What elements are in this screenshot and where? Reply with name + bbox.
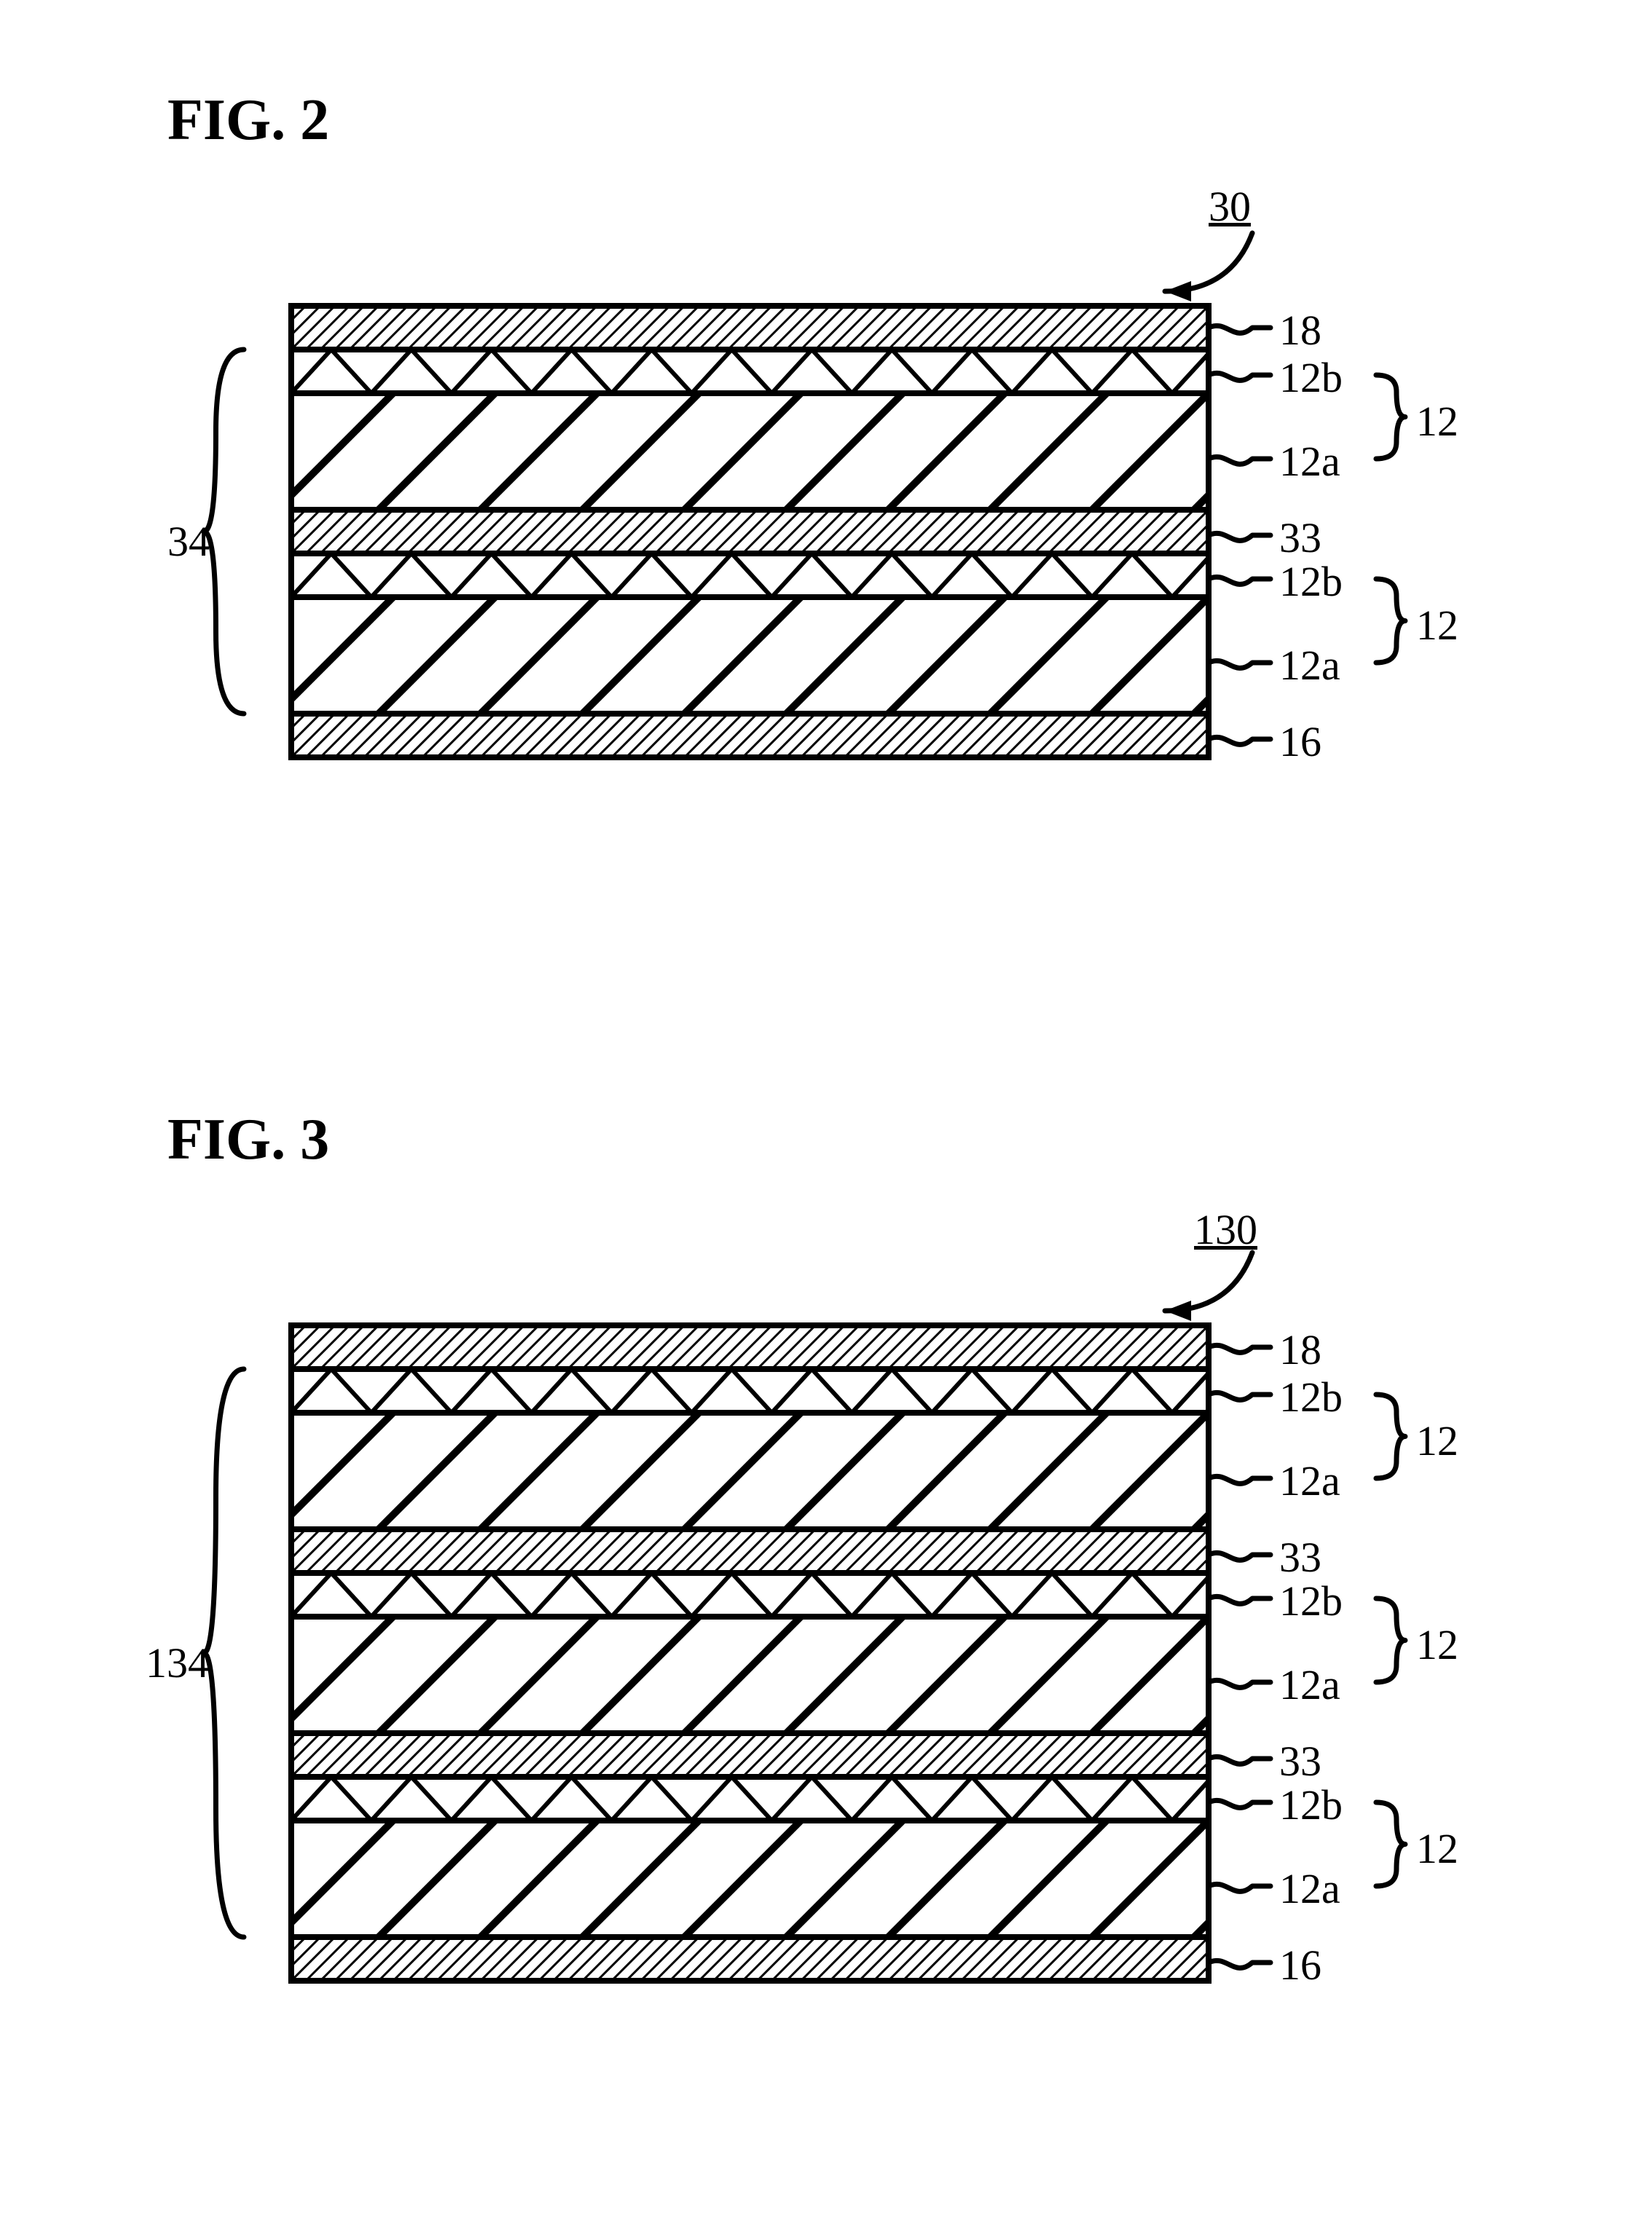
figure-title: FIG. 3: [167, 1107, 329, 1173]
layer-label: 16: [1279, 1941, 1321, 1990]
left-group-label: 34: [167, 517, 210, 566]
layer-label: 18: [1279, 1325, 1321, 1374]
structure-id-label: 130: [1194, 1205, 1257, 1254]
layer-label: 12a: [1279, 437, 1340, 486]
layer-label: 12b: [1279, 1781, 1343, 1829]
layer-label: 12b: [1279, 353, 1343, 402]
layer-label: 12a: [1279, 641, 1340, 690]
group-label: 12: [1416, 1620, 1458, 1669]
layer-label: 12a: [1279, 1660, 1340, 1709]
figure-title: FIG. 2: [167, 87, 329, 154]
layer-label: 12b: [1279, 1577, 1343, 1625]
left-group-label: 134: [146, 1638, 209, 1687]
layer-label: 33: [1279, 1737, 1321, 1786]
layer-label: 12a: [1279, 1456, 1340, 1505]
group-label: 12: [1416, 397, 1458, 446]
layer-label: 33: [1279, 1533, 1321, 1582]
layer-label: 16: [1279, 717, 1321, 766]
group-label: 12: [1416, 601, 1458, 650]
layer-label: 33: [1279, 513, 1321, 562]
layer-label: 12b: [1279, 1373, 1343, 1421]
group-label: 12: [1416, 1416, 1458, 1465]
layer-label: 18: [1279, 306, 1321, 355]
layer-label: 12a: [1279, 1864, 1340, 1913]
layer-label: 12b: [1279, 557, 1343, 606]
group-label: 12: [1416, 1824, 1458, 1873]
structure-id-label: 30: [1209, 182, 1251, 231]
